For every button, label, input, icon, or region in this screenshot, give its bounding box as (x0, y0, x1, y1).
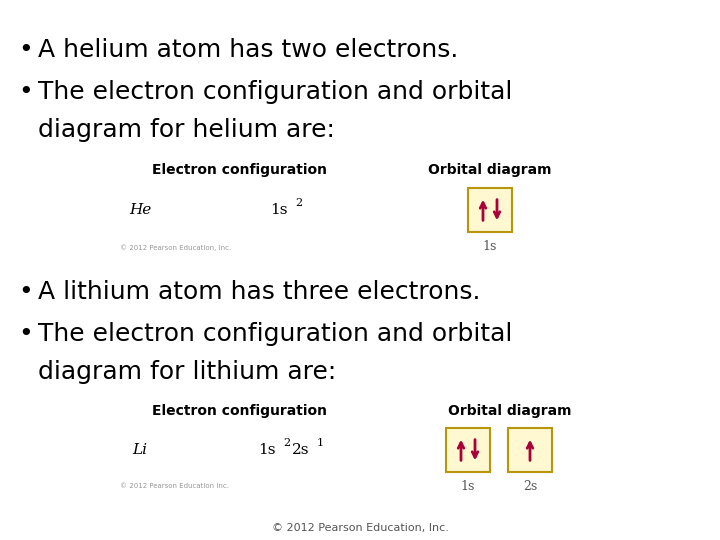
Bar (446, 428, 490, 472)
Text: He: He (129, 203, 151, 217)
Text: 2: 2 (295, 198, 302, 208)
Text: Orbital diagram: Orbital diagram (449, 404, 572, 418)
Text: 2: 2 (283, 438, 290, 448)
Text: 1s: 1s (461, 480, 475, 492)
Text: •: • (18, 38, 32, 62)
Text: Li: Li (132, 443, 148, 457)
Text: 1s: 1s (483, 240, 498, 253)
Text: Orbital diagram: Orbital diagram (428, 163, 552, 177)
Bar (468, 188, 512, 232)
Text: 1s: 1s (270, 203, 287, 217)
Text: A lithium atom has three electrons.: A lithium atom has three electrons. (38, 280, 480, 304)
Text: Electron configuration: Electron configuration (153, 404, 328, 418)
Bar (508, 428, 552, 472)
Text: 1: 1 (317, 438, 324, 448)
Text: A helium atom has two electrons.: A helium atom has two electrons. (38, 38, 459, 62)
Text: © 2012 Pearson Education Inc.: © 2012 Pearson Education Inc. (120, 483, 229, 489)
Text: diagram for helium are:: diagram for helium are: (38, 118, 335, 142)
Text: 1s: 1s (258, 443, 276, 457)
Text: •: • (18, 280, 32, 304)
Text: The electron configuration and orbital: The electron configuration and orbital (38, 322, 513, 346)
Text: © 2012 Pearson Education, Inc.: © 2012 Pearson Education, Inc. (120, 245, 231, 251)
Text: The electron configuration and orbital: The electron configuration and orbital (38, 80, 513, 104)
Text: © 2012 Pearson Education, Inc.: © 2012 Pearson Education, Inc. (271, 523, 449, 533)
Text: diagram for lithium are:: diagram for lithium are: (38, 360, 336, 384)
Text: •: • (18, 80, 32, 104)
Text: Electron configuration: Electron configuration (153, 163, 328, 177)
Text: 2s: 2s (292, 443, 310, 457)
Text: 2s: 2s (523, 480, 537, 492)
Text: •: • (18, 322, 32, 346)
